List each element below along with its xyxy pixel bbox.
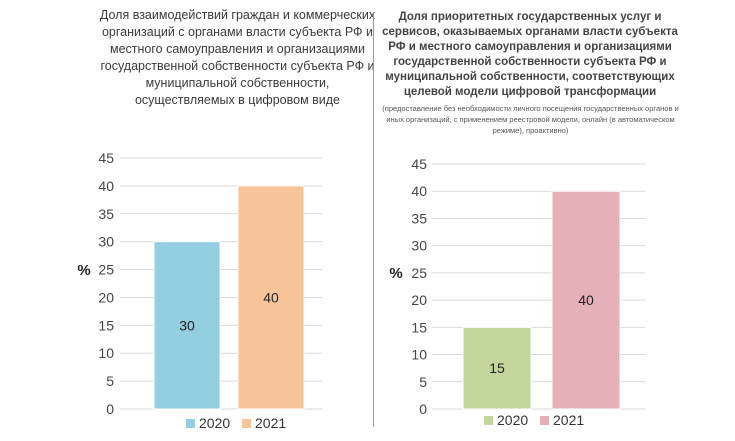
legend-label-2021: 2021 xyxy=(553,412,584,428)
legend-label-2020: 2020 xyxy=(497,412,528,428)
y-tick-label: 15 xyxy=(411,319,427,335)
legend-swatch-2021 xyxy=(242,419,251,428)
right-chart-title: Доля приоритетных государственных услуг … xyxy=(382,11,678,98)
y-tick-label: 25 xyxy=(98,262,114,278)
y-tick-label: 5 xyxy=(419,374,427,390)
y-tick-label: 30 xyxy=(98,234,114,250)
y-tick-label: 15 xyxy=(98,317,114,333)
y-tick-label: 40 xyxy=(98,178,114,194)
y-tick-label: 45 xyxy=(411,156,427,172)
y-tick-label: 0 xyxy=(419,401,427,417)
y-tick-label: 40 xyxy=(411,183,427,199)
y-tick-label: 10 xyxy=(411,347,427,363)
y-axis-label: % xyxy=(389,265,402,282)
data-label: 15 xyxy=(489,360,505,376)
bar-2020 xyxy=(462,326,532,410)
y-tick-label: 0 xyxy=(106,401,114,417)
data-label: 40 xyxy=(578,292,594,308)
y-tick-label: 20 xyxy=(98,289,114,305)
y-axis-label: % xyxy=(77,262,90,279)
bar-2020 xyxy=(153,241,221,410)
data-label: 40 xyxy=(263,289,279,305)
y-tick-label: 5 xyxy=(106,373,114,389)
left-chart-title: Доля взаимодействий граждан и коммерческ… xyxy=(99,8,376,107)
panel-divider xyxy=(373,12,374,427)
y-tick-label: 20 xyxy=(411,292,427,308)
y-tick-label: 25 xyxy=(411,265,427,281)
chart-1: 0 5 10 15 20 25 30 35 40 45% 30 40 2020 2021 xyxy=(77,150,322,431)
legend-swatch-2020 xyxy=(186,419,195,428)
y-tick-label: 35 xyxy=(98,206,114,222)
right-chart-subtitle: (предоставление без необходимости личног… xyxy=(382,104,679,135)
legend-swatch-2021 xyxy=(540,416,549,425)
y-tick-label: 10 xyxy=(98,345,114,361)
y-tick-label: 35 xyxy=(411,210,427,226)
chart-2: 0 5 10 15 20 25 30 35 40 45% 15 40 2020 2021 xyxy=(389,156,645,428)
bar-2021 xyxy=(237,185,305,410)
legend-swatch-2020 xyxy=(484,416,493,425)
data-label: 30 xyxy=(179,317,195,333)
bar-2021 xyxy=(551,190,621,410)
y-tick-label: 45 xyxy=(98,150,114,166)
legend-label-2021: 2021 xyxy=(255,415,286,431)
legend-label-2020: 2020 xyxy=(199,415,230,431)
y-tick-label: 30 xyxy=(411,238,427,254)
